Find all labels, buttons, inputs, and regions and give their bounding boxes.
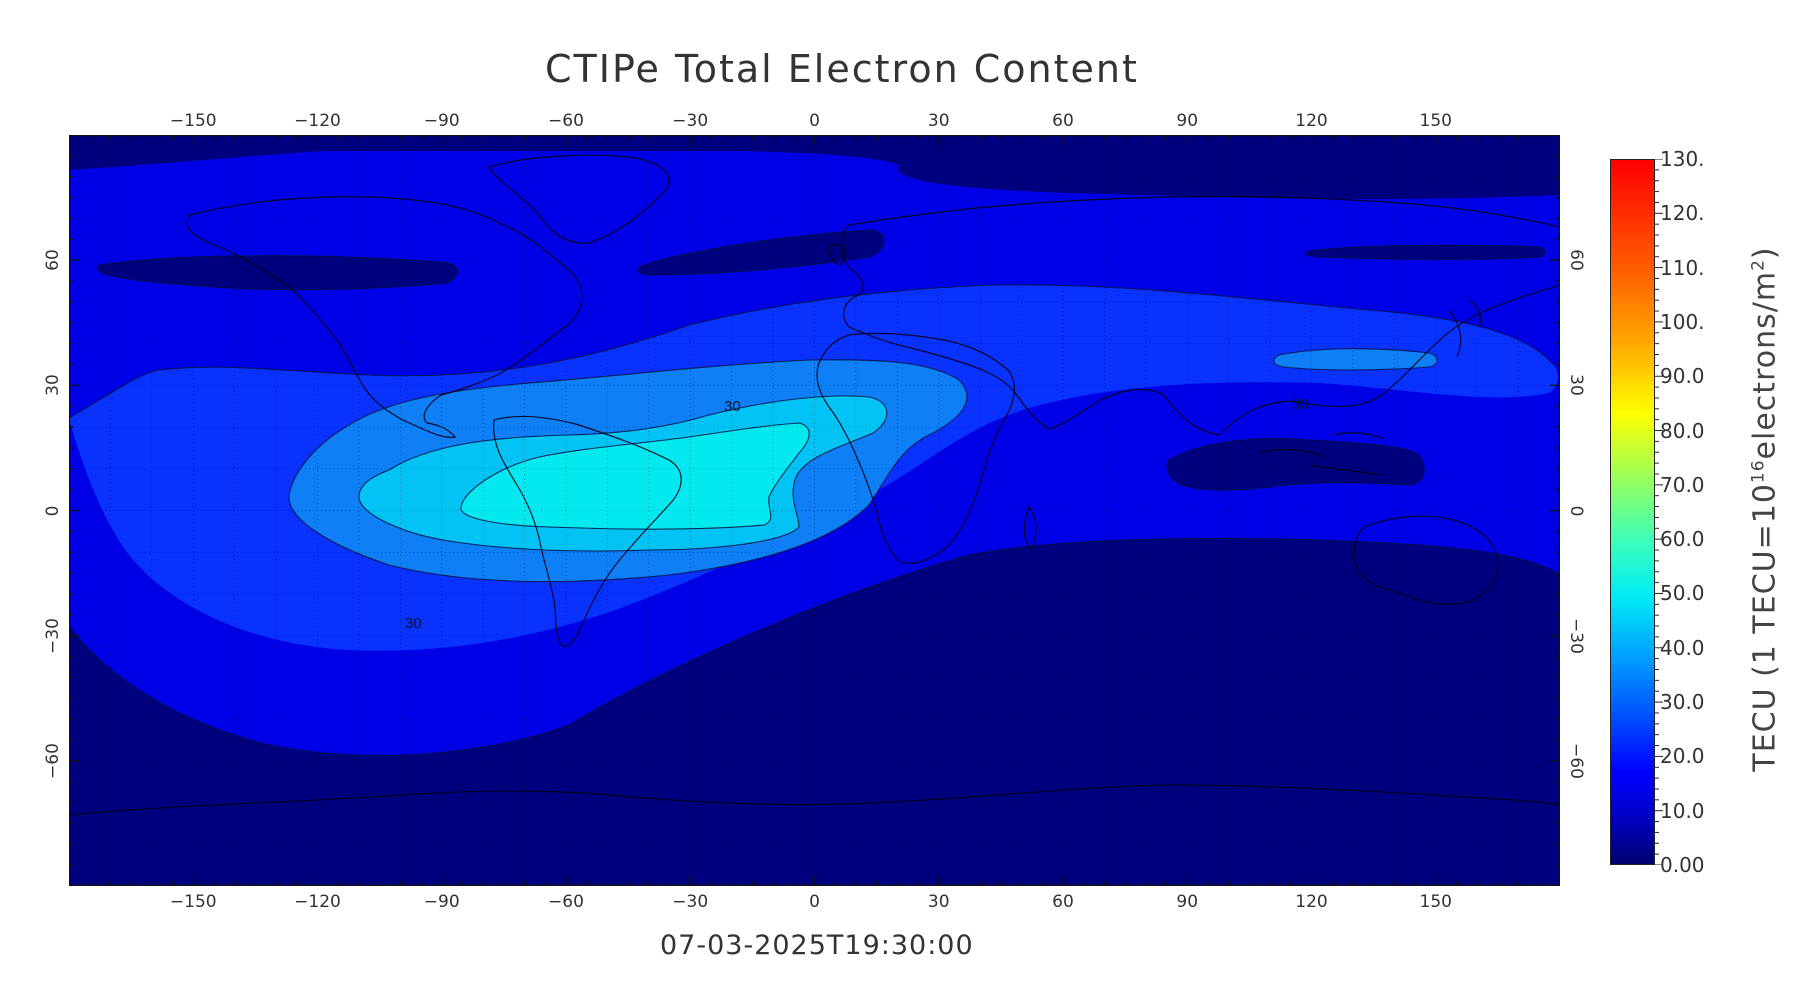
tec-low-region-siberia-patch [1305, 245, 1545, 260]
lon-tick-label-bottom: 150 [1419, 892, 1452, 912]
tec-band-level-50 [460, 423, 810, 530]
lat-tick-label-right: 0 [1566, 505, 1586, 516]
map-timestamp: 07-03-2025T19:30:00 [660, 930, 974, 961]
lat-tick-label-right: −60 [1566, 742, 1586, 779]
colorbar-tick-label: 70.0 [1660, 472, 1705, 497]
lat-tick-label-right: −30 [1566, 617, 1586, 654]
colorbar-tick-label: 40.0 [1660, 635, 1705, 660]
coastline-eurasia [840, 195, 1560, 436]
tec-low-region-indonesia-patch [1166, 438, 1425, 491]
coastline-uk [828, 244, 846, 265]
colorbar-tick-label: 0.00 [1660, 853, 1705, 877]
chart-title: CTIPe Total Electron Content [545, 47, 1139, 91]
tec-low-region-atlantic-patch [637, 230, 885, 275]
lat-tick-label-left: 60 [43, 249, 63, 271]
lon-tick-label-bottom: −90 [423, 892, 460, 912]
lon-tick-label-bottom: 60 [1052, 892, 1074, 912]
contour-label: 30 [1292, 396, 1309, 413]
tec-map: 30 30 30 [69, 135, 1560, 886]
coastline-japan [1448, 299, 1482, 358]
lon-tick-label-top: −120 [294, 111, 341, 131]
colorbar-tick-label: 90.0 [1660, 364, 1705, 389]
lat-tick-label-left: −60 [43, 742, 63, 779]
lon-tick-label-top: 120 [1295, 111, 1328, 131]
lon-tick-label-bottom: 90 [1176, 892, 1199, 912]
tec-low-region-pacific-patch [97, 255, 458, 290]
lon-tick-label-bottom: −150 [169, 892, 217, 912]
colorbar-tick-label: 80.0 [1660, 418, 1705, 443]
coastline-south-america [493, 415, 682, 647]
coastline-australia [1353, 515, 1499, 605]
coastline-madagascar [1023, 505, 1037, 550]
colorbar-tick-label: 10.0 [1660, 798, 1705, 823]
colorbar-tick-label: 60.0 [1660, 527, 1705, 552]
colorbar-tick-label: 130. [1660, 147, 1705, 171]
colorbar-unit-label: TECU (1 TECU=1016electrons/m2) [1747, 246, 1783, 772]
lon-tick-label-top: 60 [1052, 111, 1074, 131]
contour-label: 30 [405, 615, 422, 632]
lat-tick-label-left: 30 [43, 374, 63, 397]
coastline-antarctica [69, 784, 1560, 816]
lon-tick-label-top: 150 [1419, 111, 1452, 131]
colorbar-tick-label: 100. [1660, 309, 1705, 334]
coastline-greenland [488, 154, 670, 244]
lon-tick-label-top: 30 [927, 111, 950, 131]
lat-tick-label-left: 0 [43, 505, 63, 516]
coastline-indonesia [1258, 432, 1385, 476]
lon-tick-label-bottom: −60 [548, 892, 584, 912]
lat-tick-label-right: 30 [1566, 374, 1586, 397]
lon-tick-label-top: 0 [809, 111, 820, 131]
colorbar-tick-label: 30.0 [1660, 690, 1705, 715]
lon-tick-label-bottom: 120 [1295, 892, 1328, 912]
coastline-africa [816, 332, 1016, 564]
colorbar-tick-label: 110. [1660, 255, 1705, 280]
colorbar-tick-label: 20.0 [1660, 744, 1705, 769]
tec-band-level-30-west-pacific [1273, 348, 1438, 370]
colorbar-tick-label: 120. [1660, 201, 1705, 226]
lon-tick-label-bottom: −120 [294, 892, 341, 912]
lon-tick-label-top: −30 [672, 111, 709, 131]
colorbar [1610, 159, 1655, 865]
lon-tick-label-bottom: 0 [809, 892, 820, 912]
contour-label: 30 [724, 398, 741, 415]
colorbar-tick-label: 50.0 [1660, 581, 1705, 606]
colorbar-ticks [1655, 159, 1663, 865]
coastline-north-america [186, 196, 583, 438]
lon-tick-label-top: −60 [548, 111, 584, 131]
lon-tick-label-top: −150 [169, 111, 217, 131]
tec-low-region-south [69, 538, 1560, 886]
lon-tick-label-bottom: 30 [927, 892, 950, 912]
lat-tick-label-left: −30 [43, 617, 63, 654]
lon-tick-label-top: −90 [423, 111, 460, 131]
lon-tick-label-bottom: −30 [672, 892, 709, 912]
lat-tick-label-right: 60 [1566, 249, 1586, 271]
lon-tick-label-top: 90 [1176, 111, 1199, 131]
